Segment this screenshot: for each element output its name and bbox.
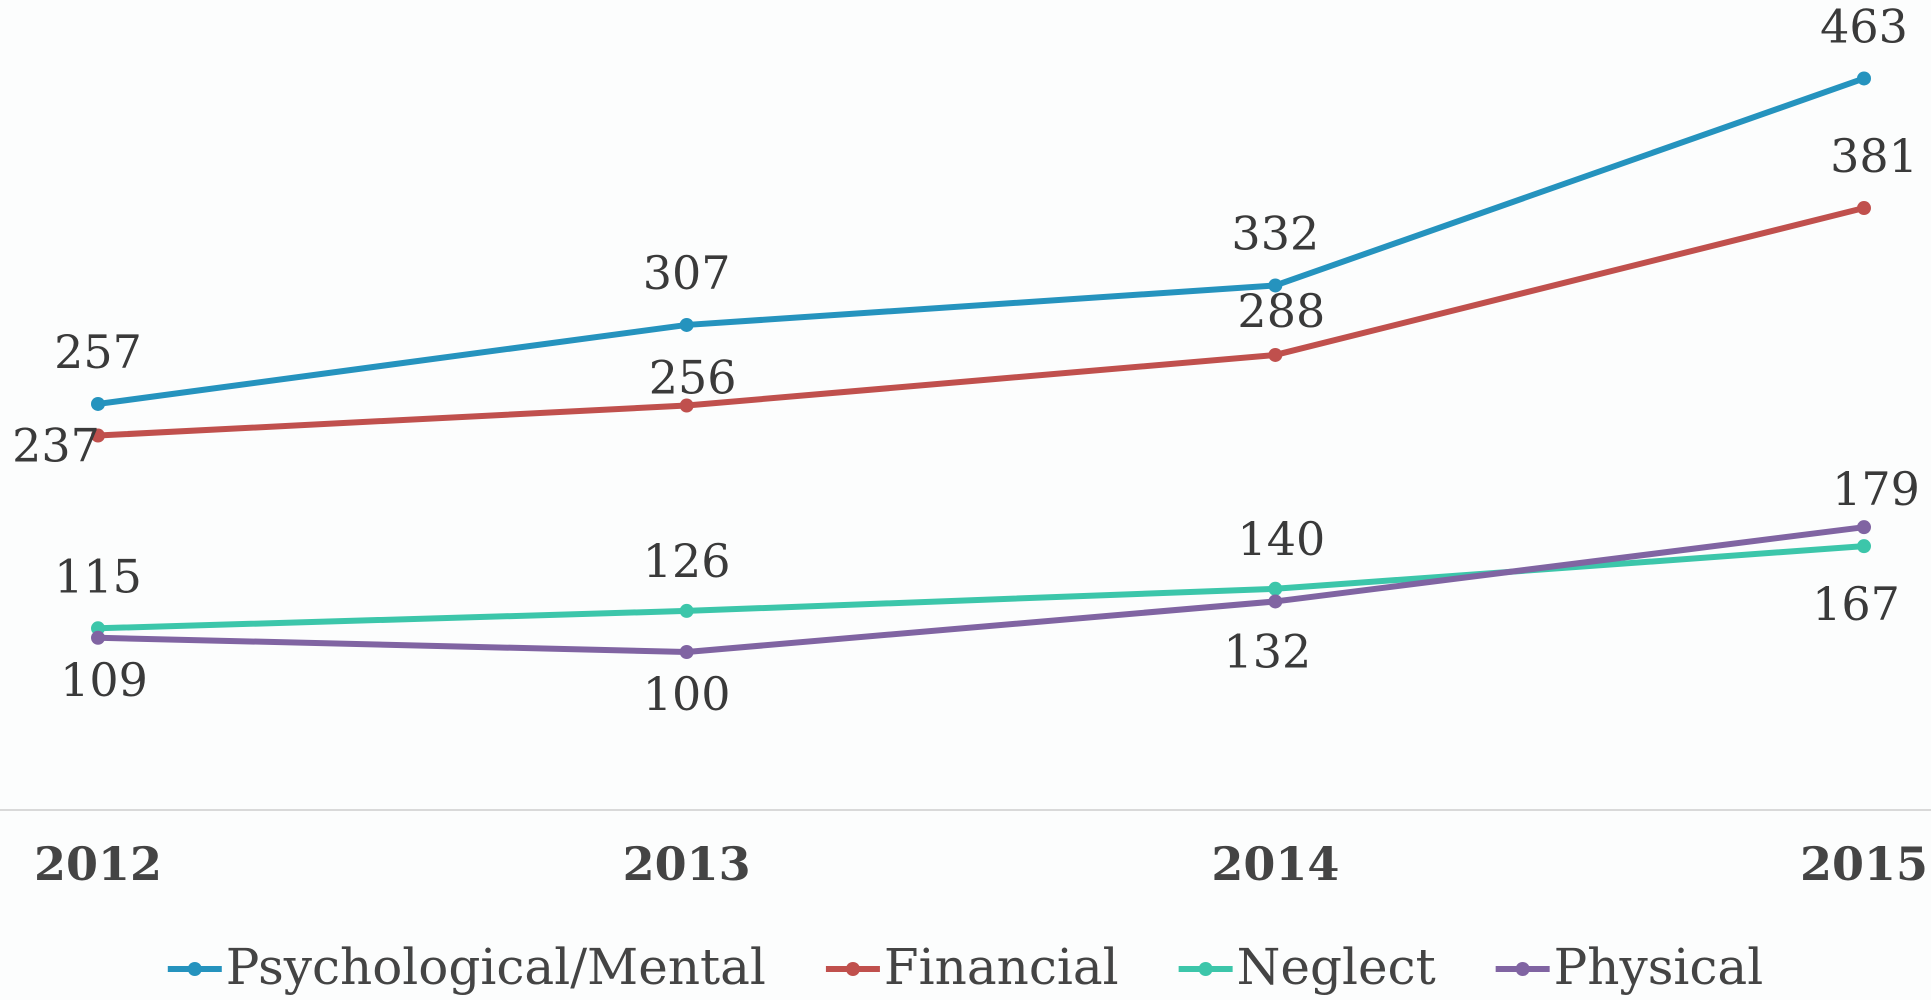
series-line xyxy=(97,524,1865,655)
data-point xyxy=(1268,278,1283,293)
data-point xyxy=(679,603,694,618)
data-label: 381 xyxy=(1830,129,1918,183)
x-tick-label: 2013 xyxy=(623,837,751,891)
legend-label: Financial xyxy=(884,938,1119,996)
data-point xyxy=(1857,539,1871,554)
data-label: 463 xyxy=(1820,0,1908,53)
data-point xyxy=(1857,201,1871,216)
data-label: 132 xyxy=(1223,624,1311,678)
legend-marker xyxy=(187,962,202,976)
legend-item: Financial xyxy=(825,938,1119,996)
data-point xyxy=(1268,594,1283,609)
series-line xyxy=(97,75,1865,407)
legend-marker xyxy=(1198,962,1213,976)
data-label: 140 xyxy=(1237,512,1325,566)
x-tick-label: 2012 xyxy=(34,837,162,891)
data-label: 167 xyxy=(1812,577,1900,631)
data-label: 237 xyxy=(12,419,100,473)
x-tick-label: 2015 xyxy=(1800,837,1928,891)
legend-label: Psychological/Mental xyxy=(226,938,766,996)
legend-item: Neglect xyxy=(1178,938,1436,996)
data-point xyxy=(91,396,105,411)
legend-marker xyxy=(845,962,860,976)
data-label: 332 xyxy=(1231,206,1319,260)
data-point xyxy=(679,398,694,413)
legend: Psychological/Mental Financial Neglect Phys… xyxy=(167,938,1764,996)
data-point xyxy=(1268,347,1283,362)
legend-label: Neglect xyxy=(1237,938,1436,996)
data-point xyxy=(1857,71,1871,86)
data-label: 109 xyxy=(60,653,148,707)
data-label: 115 xyxy=(54,549,142,603)
series-line xyxy=(97,205,1865,439)
data-point xyxy=(1268,581,1283,596)
x-tick-label: 2014 xyxy=(1211,837,1339,891)
legend-label: Physical xyxy=(1554,938,1764,996)
data-point xyxy=(91,428,105,443)
legend-item: Physical xyxy=(1495,938,1764,996)
data-label: 257 xyxy=(54,325,142,379)
data-label: 288 xyxy=(1237,284,1325,338)
data-point xyxy=(679,317,694,332)
series-line xyxy=(97,543,1865,632)
data-point xyxy=(679,645,694,659)
data-label: 256 xyxy=(649,351,737,405)
legend-marker xyxy=(1515,962,1530,976)
legend-item: Psychological/Mental xyxy=(167,938,766,996)
data-point xyxy=(91,630,105,645)
data-label: 100 xyxy=(643,667,731,721)
data-label: 126 xyxy=(643,534,731,588)
data-label: 307 xyxy=(643,246,731,300)
data-label: 179 xyxy=(1832,462,1920,516)
data-point xyxy=(1857,520,1871,535)
